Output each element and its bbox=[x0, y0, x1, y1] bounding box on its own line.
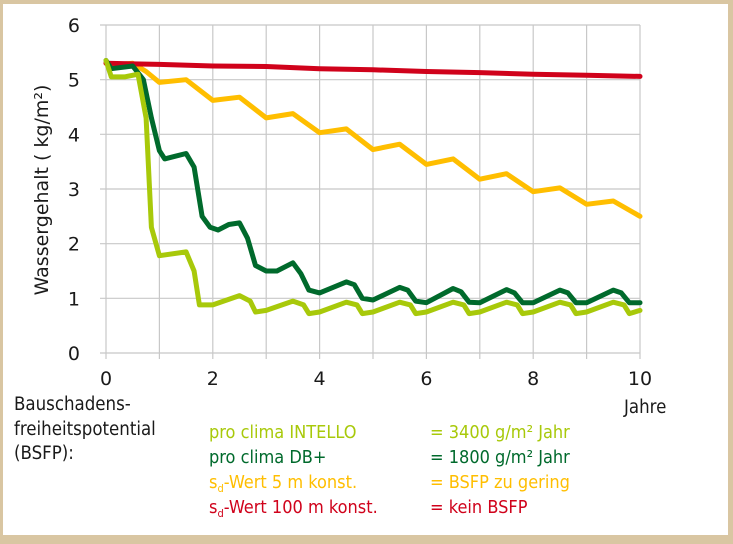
legend-heading: Bauschadens- freiheitspotential (BSFP): bbox=[14, 393, 156, 467]
svg-text:3: 3 bbox=[68, 179, 80, 201]
svg-text:6: 6 bbox=[420, 368, 432, 390]
svg-text:8: 8 bbox=[527, 368, 539, 390]
legend-heading-line1: Bauschadens- bbox=[14, 394, 131, 415]
series-line bbox=[103, 60, 643, 79]
legend-item-value: = 3400 g/m² Jahr bbox=[430, 422, 570, 443]
legend-item-name: pro clima DB+ bbox=[209, 447, 327, 468]
svg-text:0: 0 bbox=[68, 343, 80, 365]
legend-item-value: = BSFP zu gering bbox=[430, 472, 570, 493]
x-axis-ticks: 0 2 4 6 8 10 bbox=[100, 368, 652, 390]
data-series bbox=[103, 58, 643, 317]
svg-text:10: 10 bbox=[628, 368, 652, 390]
chart-frame bbox=[3, 4, 728, 535]
svg-text:5: 5 bbox=[68, 70, 80, 92]
svg-text:4: 4 bbox=[68, 124, 80, 146]
legend-item-value: = kein BSFP bbox=[430, 497, 528, 518]
legend: pro clima INTELLO = 3400 g/m² Jahr pro c… bbox=[209, 421, 629, 521]
svg-text:4: 4 bbox=[314, 368, 326, 390]
svg-text:2: 2 bbox=[207, 368, 219, 390]
svg-text:1: 1 bbox=[68, 288, 80, 310]
svg-text:0: 0 bbox=[100, 368, 112, 390]
y-axis-label: Wassergehalt ( kg/m²) bbox=[31, 85, 53, 296]
svg-text:6: 6 bbox=[68, 15, 80, 37]
series-line bbox=[103, 60, 643, 219]
legend-item-name: pro clima INTELLO bbox=[209, 422, 357, 443]
legend-item-name: sd-Wert 5 m konst. bbox=[209, 472, 358, 495]
legend-heading-line3: (BSFP): bbox=[14, 443, 74, 464]
legend-heading-line2: freiheitspotential bbox=[14, 418, 156, 440]
svg-text:2: 2 bbox=[68, 234, 80, 256]
legend-item-name: sd-Wert 100 m konst. bbox=[209, 497, 378, 520]
series-line bbox=[103, 58, 643, 306]
series-line bbox=[103, 58, 643, 317]
legend-item-value: = 1800 g/m² Jahr bbox=[430, 447, 570, 468]
y-axis-ticks: 0 1 2 3 4 5 6 bbox=[68, 15, 80, 365]
x-axis-unit-label: Jahre bbox=[624, 397, 667, 418]
